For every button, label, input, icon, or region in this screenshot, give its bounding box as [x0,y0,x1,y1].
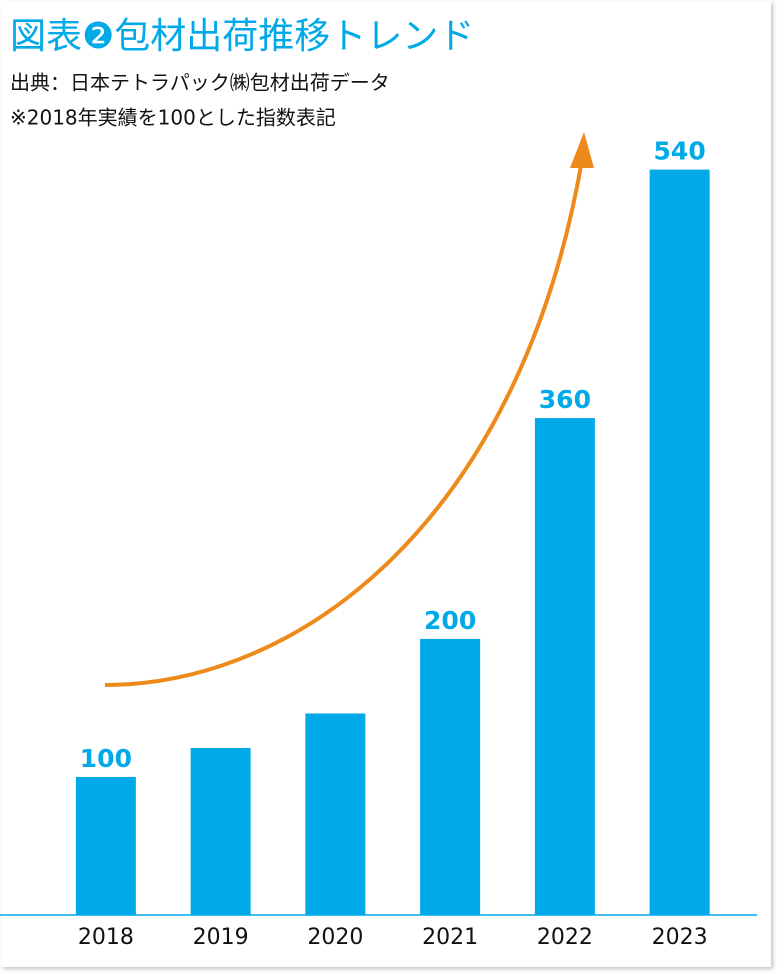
subtitle: ※2018年実績を100とした指数表記 [10,106,336,130]
chart-title: 図表❷包材出荷推移トレンド [10,16,474,57]
trend-arrow [104,159,584,687]
value-label: 540 [654,137,706,166]
x-tick-label: 2021 [422,925,478,950]
bar [649,169,710,915]
subtitle: 出典：日本テトラパック㈱包材出荷データ [10,71,390,95]
x-tick-label: 2022 [537,925,593,950]
value-label: 200 [424,606,476,635]
bar [534,418,595,915]
arrow-head [570,132,594,168]
value-label: 100 [80,744,132,773]
x-tick-label: 2023 [652,925,708,950]
x-tick-label: 2018 [78,925,134,950]
x-tick-label: 2020 [307,925,363,950]
value-label: 360 [539,385,591,414]
bar [420,638,481,915]
bar [190,747,251,915]
bar [305,713,366,915]
x-tick-label: 2019 [193,925,249,950]
bar [75,776,136,915]
